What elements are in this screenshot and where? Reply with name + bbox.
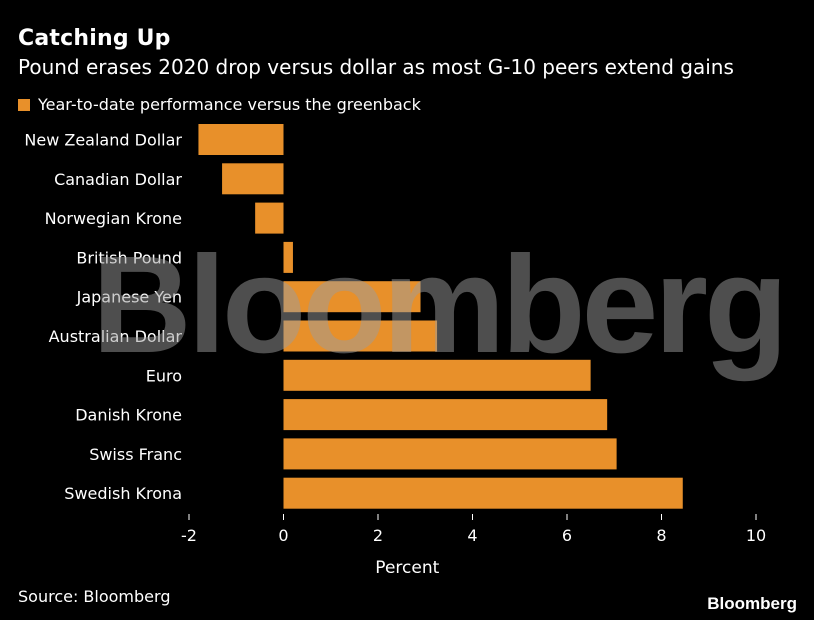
category-label: Swiss Franc xyxy=(89,445,182,464)
x-tick-label: 6 xyxy=(562,526,572,545)
bar-swedish-krona xyxy=(283,477,683,509)
bar-euro xyxy=(283,359,591,391)
bar-new-zealand-dollar xyxy=(198,124,284,155)
x-tick-label: -2 xyxy=(181,526,197,545)
chart-title: Catching Up xyxy=(18,26,171,51)
bar-canadian-dollar xyxy=(222,163,284,195)
x-tick-label: 0 xyxy=(278,526,288,545)
x-tick-label: 10 xyxy=(746,526,766,545)
legend: Year-to-date performance versus the gree… xyxy=(18,95,421,114)
category-label: Euro xyxy=(146,366,182,385)
source-note: Source: Bloomberg xyxy=(18,587,171,606)
x-tick-label: 2 xyxy=(373,526,383,545)
x-axis-title: Percent xyxy=(375,558,439,578)
bar-danish-krone xyxy=(283,399,608,431)
bar-australian-dollar xyxy=(283,320,438,352)
category-label: Japanese Yen xyxy=(76,288,182,307)
legend-label: Year-to-date performance versus the gree… xyxy=(38,95,421,114)
brand-logo: Bloomberg xyxy=(707,594,797,613)
legend-swatch xyxy=(18,98,30,111)
bar-british-pound xyxy=(283,241,293,273)
category-label: British Pound xyxy=(76,248,182,267)
x-tick-label: 8 xyxy=(656,526,666,545)
category-label: Danish Krone xyxy=(75,406,182,425)
category-label: Norwegian Krone xyxy=(45,209,182,228)
chart-subtitle: Pound erases 2020 drop versus dollar as … xyxy=(18,55,734,79)
bar-swiss-franc xyxy=(283,438,617,470)
x-tick-label: 4 xyxy=(467,526,477,545)
category-label: New Zealand Dollar xyxy=(24,131,182,150)
category-label: Australian Dollar xyxy=(49,327,183,346)
category-label: Canadian Dollar xyxy=(54,170,182,189)
category-label: Swedish Krona xyxy=(64,484,182,503)
bar-japanese-yen xyxy=(283,281,421,313)
bar-norwegian-krone xyxy=(255,202,284,234)
